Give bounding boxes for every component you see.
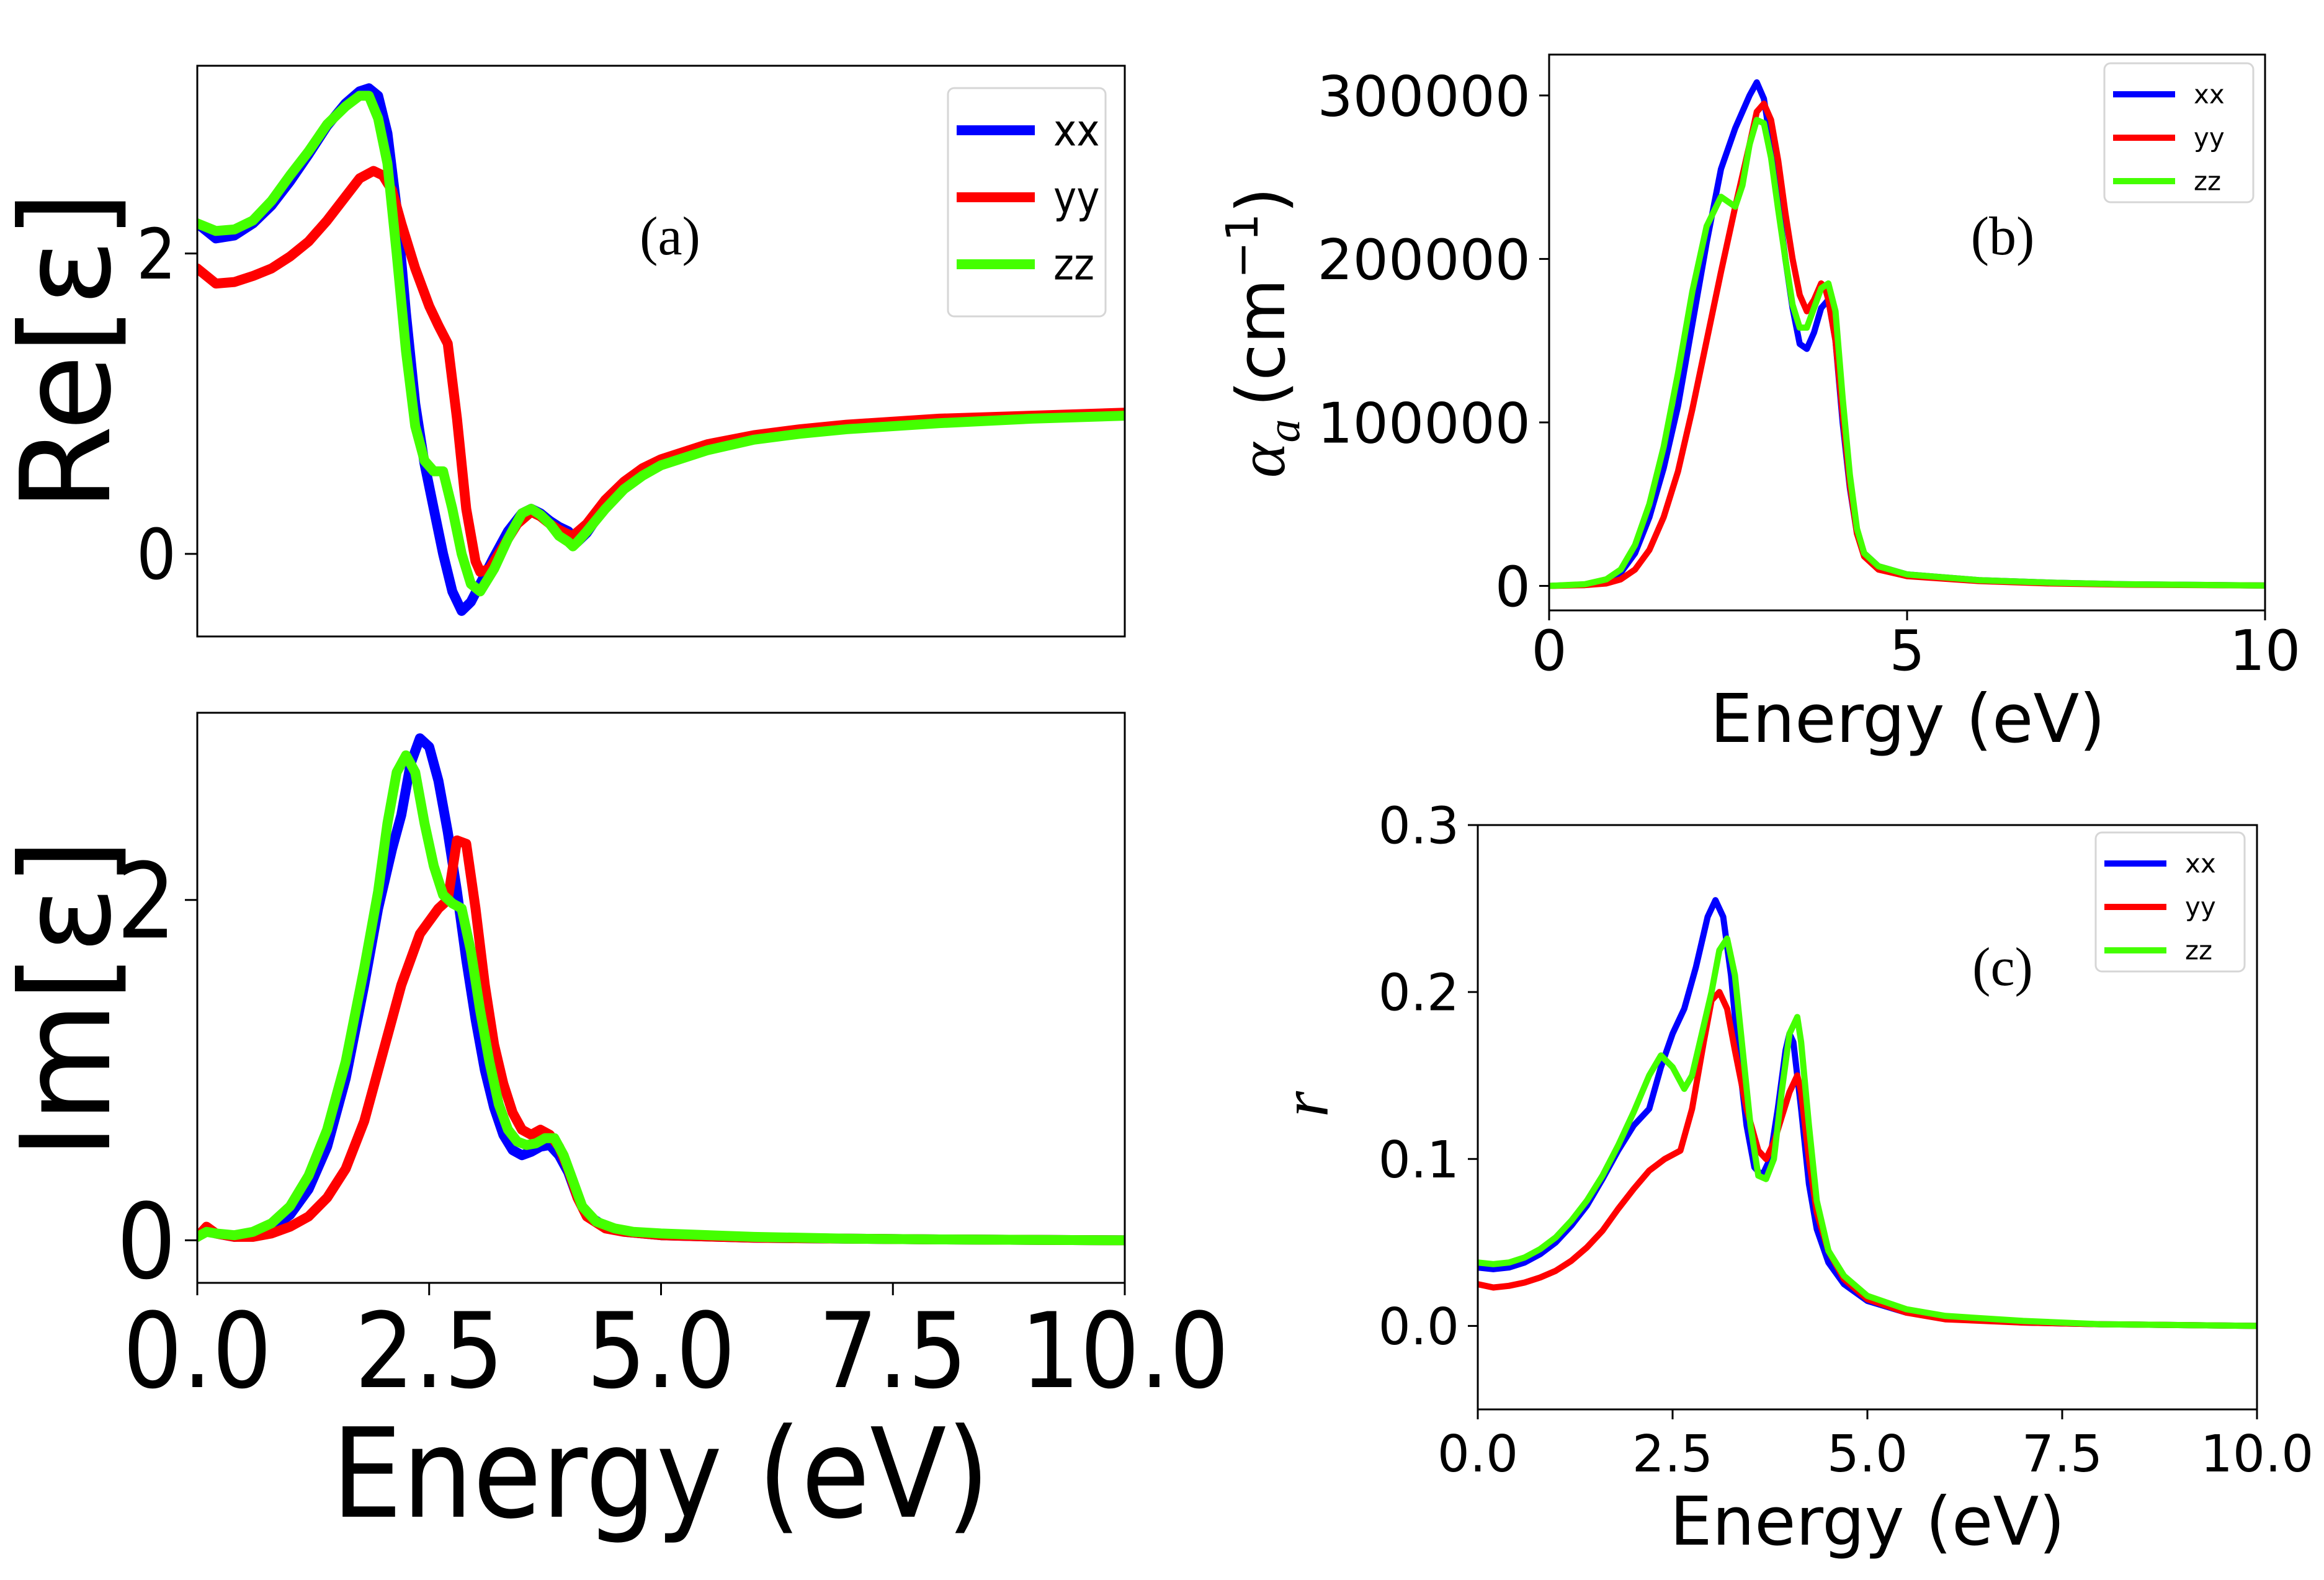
legend-label-xx: xx	[1053, 105, 1100, 156]
y-label-symbol: α	[1225, 441, 1299, 478]
y-tick-label: 100000	[1317, 391, 1531, 456]
x-tick-label: 10	[2230, 618, 2301, 684]
series-line-xx	[197, 733, 1125, 1246]
series-line-yy	[197, 835, 1125, 1246]
series-group	[197, 83, 1125, 616]
y-tick-label: 2	[117, 841, 176, 962]
legend-label-zz: zz	[1053, 239, 1094, 290]
legend-box	[2103, 62, 2255, 203]
y-tick-label: 300000	[1317, 64, 1531, 129]
x-tick-label: 5	[1889, 618, 1924, 684]
series-group	[1549, 79, 2265, 589]
series-line-zz	[197, 91, 1125, 597]
y-label-subscript: a	[1258, 419, 1310, 443]
y-tick-label: 0	[117, 1181, 176, 1303]
y-tick-label: 0	[136, 515, 176, 596]
legend: xx yy zz	[2103, 62, 2255, 203]
legend-label-xx: xx	[2185, 849, 2216, 879]
legend-label-yy: yy	[1053, 172, 1100, 223]
legend-label-yy: yy	[2194, 123, 2225, 153]
legend-label-xx: xx	[2194, 79, 2225, 110]
series-line-yy	[197, 166, 1125, 577]
y-tick-label: 0.2	[1379, 964, 1459, 1023]
x-tick-label: 0.0	[123, 1290, 272, 1412]
plot-frame	[196, 712, 1126, 1284]
series-line-zz	[197, 750, 1125, 1246]
x-tick-label: 5.0	[586, 1290, 735, 1412]
x-axis-label: Energy (eV)	[1710, 681, 2105, 758]
y-tick-label: 2	[136, 215, 176, 295]
x-tick-label: 7.5	[818, 1290, 967, 1412]
series-line-zz	[1478, 935, 2257, 1329]
x-tick-label: 5.0	[1827, 1425, 1908, 1484]
legend-box	[2094, 831, 2246, 973]
y-tick-label: 0.3	[1379, 797, 1459, 856]
y-label-unit: (cm	[1223, 279, 1300, 407]
chart-refl: 0.0 0.1 0.2 0.3 0.0 2.5 5.0 7.5 10.0 r Energy (eV)…	[1269, 797, 2313, 1561]
y-axis-label: r	[1269, 1091, 1343, 1117]
x-tick-label: 10.0	[2201, 1425, 2314, 1484]
series-line-yy	[1478, 989, 2257, 1329]
legend-label-zz: zz	[2185, 935, 2212, 966]
x-tick-label: 10.0	[1021, 1290, 1229, 1412]
panel-label: (a)	[640, 207, 700, 267]
legend: xx yy zz	[2094, 831, 2246, 973]
y-axis-label: αa (cm−1)	[1217, 187, 1310, 478]
chart-alpha: 0 100000 200000 300000 0 5 10 αa (cm−1) Energy (e…	[1217, 53, 2301, 758]
y-tick-label: 200000	[1317, 228, 1531, 293]
x-tick-label: 2.5	[1632, 1425, 1713, 1484]
plot-frame	[196, 65, 1126, 638]
panel-label: (c)	[1972, 937, 2033, 998]
x-tick-label: 0	[1531, 618, 1566, 684]
legend: xx yy zz	[947, 87, 1107, 318]
y-tick-label: 0.1	[1379, 1131, 1459, 1190]
y-label-exponent: −1	[1217, 213, 1268, 279]
y-tick-label: 0.0	[1379, 1298, 1459, 1357]
y-axis-label: Re[ε]	[0, 190, 139, 511]
y-label-close: )	[1223, 187, 1300, 213]
x-tick-label: 7.5	[2022, 1425, 2103, 1484]
x-tick-label: 0.0	[1437, 1425, 1518, 1484]
panel-label: (b)	[1971, 207, 2035, 267]
x-axis-label: Energy (eV)	[332, 1402, 990, 1547]
series-line-zz	[1549, 117, 2265, 589]
y-tick-label: 0	[1495, 555, 1531, 620]
y-axis-label: Im[ε]	[0, 838, 139, 1159]
chart-re: 0 2Re[ε] (a) xx yy zz	[0, 65, 1126, 638]
legend-label-yy: yy	[2185, 892, 2216, 922]
x-axis-label: Energy (eV)	[1669, 1483, 2065, 1561]
series-group	[1478, 897, 2257, 1329]
legend-label-zz: zz	[2194, 166, 2221, 197]
series-group	[197, 733, 1125, 1246]
chart-im: 0 2 0.0 2.5 5.0 7.5 10.0 Im[ε] Energy (eV)	[0, 712, 1229, 1547]
x-tick-label: 2.5	[355, 1290, 504, 1412]
